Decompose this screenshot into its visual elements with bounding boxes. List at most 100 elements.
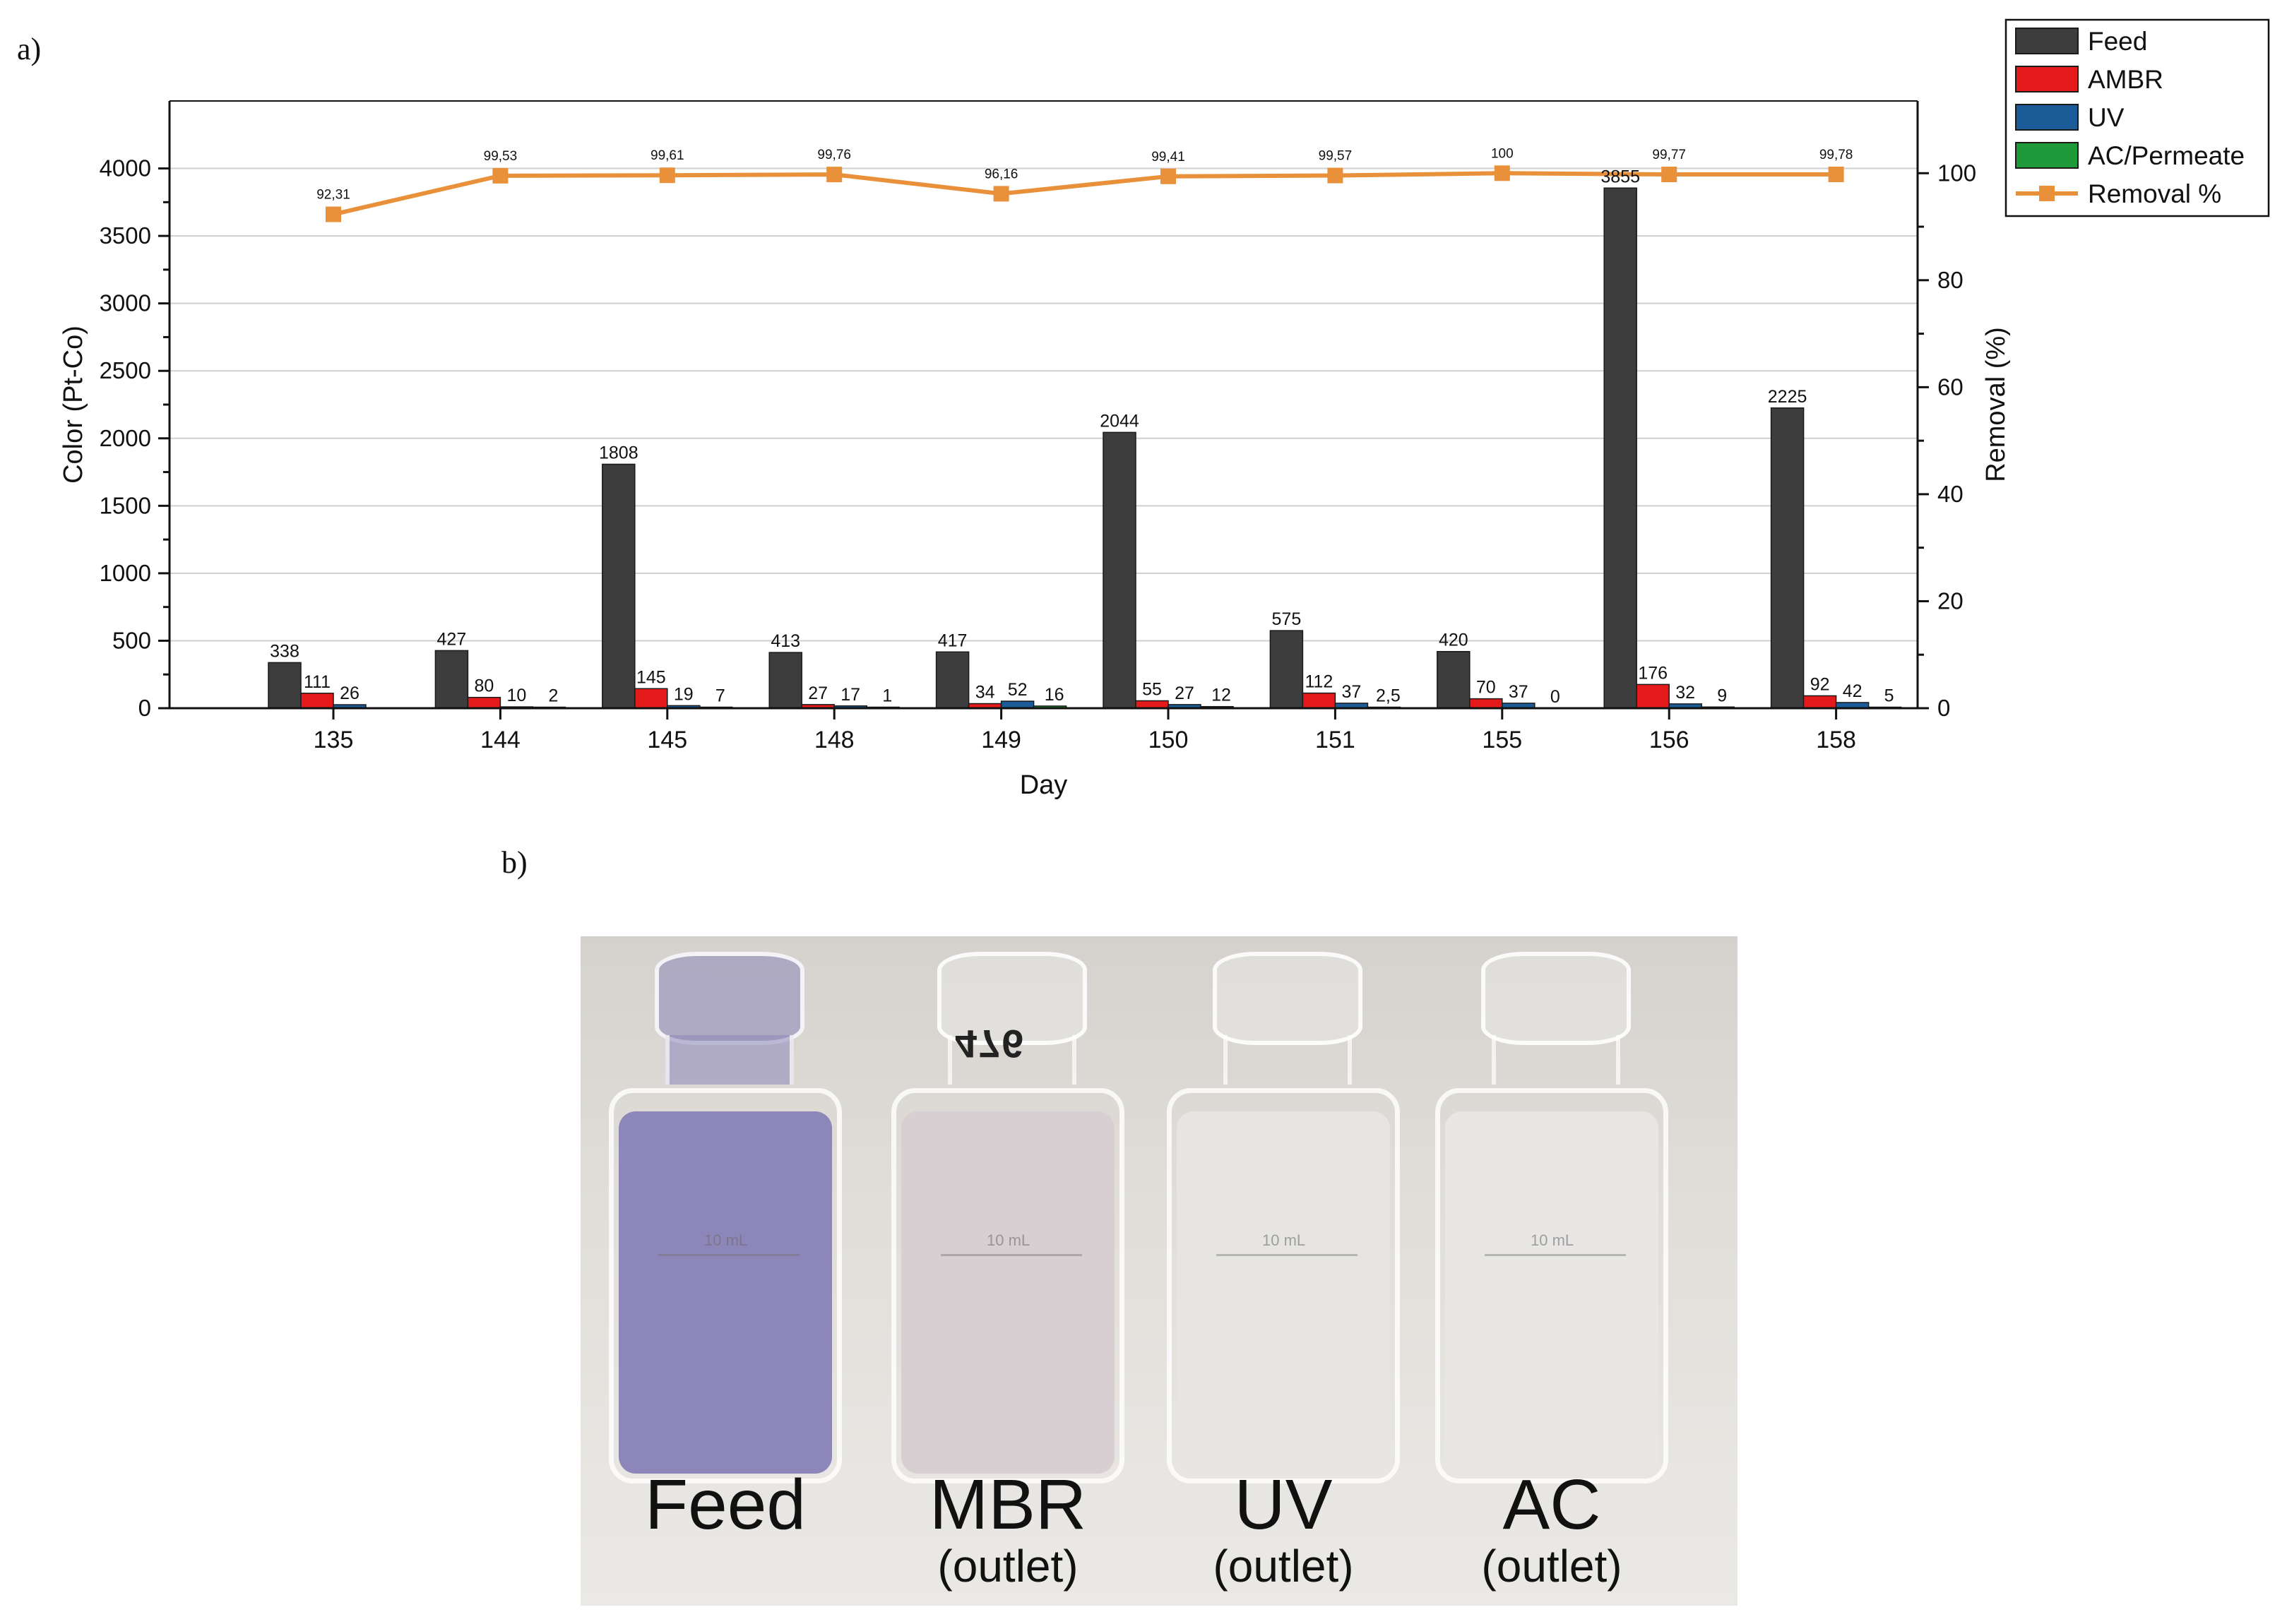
bar-feed-151 xyxy=(1269,630,1304,709)
bar-value-label: 2044 xyxy=(1100,411,1139,431)
bar-value-label: 17 xyxy=(840,685,860,705)
vial-body xyxy=(609,1088,842,1483)
legend[interactable]: Feed AMBR UV AC/Permeate Removal % xyxy=(2004,18,2270,217)
legend-label: UV xyxy=(2088,103,2125,132)
x-tick-label: 156 xyxy=(1649,727,1689,753)
bar-feed-156 xyxy=(1603,187,1637,709)
legend-label: AC/Permeate xyxy=(2088,141,2245,170)
bar-value-label: 5 xyxy=(1884,686,1894,706)
bar-value-label: 70 xyxy=(1476,678,1496,698)
x-tick-label: 158 xyxy=(1816,727,1856,753)
graduation-label: 10 mL xyxy=(987,1231,1030,1249)
y2-tick-label: 100 xyxy=(1937,160,1976,186)
bar-ambr-145 xyxy=(634,688,668,709)
bar-value-label: 1 xyxy=(882,686,892,706)
bar-ambr-156 xyxy=(1636,683,1670,709)
bar-feed-155 xyxy=(1437,650,1471,709)
bar-value-label: 19 xyxy=(674,684,694,704)
y-tick-label: 1500 xyxy=(100,492,151,518)
vial-body xyxy=(1435,1088,1668,1483)
bar-value-label: 92 xyxy=(1810,674,1830,694)
x-tick-label: 148 xyxy=(814,727,855,753)
y-tick-label: 2500 xyxy=(100,357,151,383)
grid-lines xyxy=(170,167,1918,642)
vial-caption-subtitle: (outlet) xyxy=(1481,1541,1622,1592)
legend-label: AMBR xyxy=(2088,65,2163,94)
removal-value-label: 96,16 xyxy=(985,167,1018,181)
removal-marker-156 xyxy=(1661,167,1677,183)
vial-liquid xyxy=(901,1111,1115,1474)
bar-feed-149 xyxy=(935,651,970,709)
vial-neck xyxy=(937,952,1087,1045)
bar-feed-158 xyxy=(1770,407,1805,709)
bar-value-label: 27 xyxy=(1175,683,1194,703)
color-removal-chart: 0500100015002000250030003500400002040608… xyxy=(59,18,2270,800)
removal-value-label: 92,31 xyxy=(316,188,350,203)
bar-value-label: 80 xyxy=(474,676,494,696)
graduation-line xyxy=(1485,1254,1626,1256)
y2-tick-label: 0 xyxy=(1937,695,1950,721)
bar-feed-148 xyxy=(768,652,802,709)
bar-value-label: 37 xyxy=(1509,682,1528,702)
bar-series xyxy=(268,187,1902,709)
vial-liquid xyxy=(1177,1111,1390,1474)
bar-ambr-158 xyxy=(1802,695,1837,709)
removal-marker-149 xyxy=(993,186,1009,202)
y-tick-label: 1000 xyxy=(100,560,151,586)
bar-value-label: 0 xyxy=(1550,687,1560,707)
y-tick-label: 3000 xyxy=(100,290,151,316)
y2-axis-title: Removal (%) xyxy=(1981,327,2011,482)
vial-caption-title: AC xyxy=(1502,1465,1601,1544)
vial-neck xyxy=(1481,952,1631,1045)
x-tick-label: 145 xyxy=(647,727,687,753)
removal-value-label: 100 xyxy=(1491,146,1514,161)
bar-value-label: 3855 xyxy=(1600,167,1640,186)
removal-marker-135 xyxy=(326,206,341,222)
vial-ac: 10 mL xyxy=(1414,936,1689,1483)
bar-value-label: 32 xyxy=(1675,683,1695,703)
bar-value-label: 26 xyxy=(340,683,360,703)
vial-caption-subtitle: (outlet) xyxy=(1213,1541,1354,1592)
removal-value-label: 99,76 xyxy=(817,148,851,162)
y-tick-label: 500 xyxy=(112,627,151,653)
legend-swatch-uv xyxy=(2015,104,2079,131)
graduation-label: 10 mL xyxy=(1262,1231,1306,1249)
axes: 0500100015002000250030003500400002040608… xyxy=(59,100,2011,800)
bar-value-label: 52 xyxy=(1008,680,1028,700)
vial-caption-title: MBR xyxy=(929,1465,1087,1544)
removal-value-label: 99,53 xyxy=(484,149,518,164)
legend-marker-removal xyxy=(2039,186,2055,201)
bar-value-label: 10 xyxy=(506,686,526,705)
legend-label: Feed xyxy=(2088,27,2147,56)
y2-tick-label: 60 xyxy=(1937,374,1964,400)
bar-value-label: 27 xyxy=(808,683,828,703)
panel-a-label: a) xyxy=(17,32,42,66)
vial-neck xyxy=(655,952,804,1045)
bar-value-label: 1808 xyxy=(599,443,638,462)
x-axis-title: Day xyxy=(1020,770,1068,800)
removal-marker-145 xyxy=(659,167,675,184)
y-axis-title: Color (Pt-Co) xyxy=(59,326,88,484)
bar-ambr-150 xyxy=(1135,700,1169,709)
y2-tick-label: 20 xyxy=(1937,587,1964,614)
bar-feed-144 xyxy=(434,650,469,709)
bar-value-label: 2225 xyxy=(1768,387,1807,407)
removal-marker-151 xyxy=(1327,167,1343,184)
bar-feed-150 xyxy=(1103,431,1136,709)
vial-shoulder xyxy=(1492,1035,1620,1085)
bar-value-label: 145 xyxy=(636,667,666,687)
vial-caption-title: UV xyxy=(1234,1465,1333,1544)
y2-tick-label: 80 xyxy=(1937,267,1964,293)
removal-marker-150 xyxy=(1160,168,1176,184)
bar-value-label: 176 xyxy=(1638,663,1668,683)
bar-value-label: 7 xyxy=(715,686,725,706)
bar-value-label: 9 xyxy=(1717,686,1727,705)
vial-uv: 10 mL xyxy=(1146,936,1421,1483)
panel-b-label: b) xyxy=(501,845,528,880)
vial-neck xyxy=(1213,952,1362,1045)
bar-ambr-151 xyxy=(1302,692,1336,709)
graduation-line xyxy=(1216,1254,1358,1256)
bar-value-label: 55 xyxy=(1142,679,1162,699)
graduation-line xyxy=(658,1254,800,1256)
removal-value-label: 99,78 xyxy=(1819,148,1853,162)
